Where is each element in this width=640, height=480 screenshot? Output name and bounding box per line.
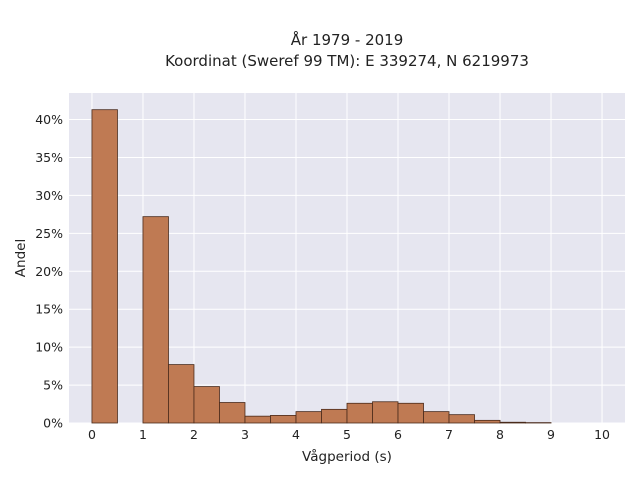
chart-title-line-1: År 1979 - 2019 bbox=[291, 30, 404, 49]
x-tick-label-7: 7 bbox=[445, 427, 453, 442]
histogram-bar-4 bbox=[193, 386, 220, 424]
x-tick-label-5: 5 bbox=[343, 427, 351, 442]
histogram-bar-6 bbox=[244, 415, 271, 424]
y-tick-label-3: 15% bbox=[35, 302, 63, 317]
histogram-bar-7 bbox=[270, 415, 297, 424]
x-tick-label-1: 1 bbox=[139, 427, 147, 442]
y-tick-label-6: 30% bbox=[35, 188, 63, 203]
histogram-bars bbox=[91, 109, 552, 424]
x-tick-label-0: 0 bbox=[88, 427, 96, 442]
histogram-bar-13 bbox=[423, 411, 450, 424]
histogram-bar-16 bbox=[499, 421, 526, 424]
y-tick-label-4: 20% bbox=[35, 264, 63, 279]
y-tick-label-7: 35% bbox=[35, 150, 63, 165]
histogram-bar-15 bbox=[474, 419, 501, 424]
x-tick-label-3: 3 bbox=[241, 427, 249, 442]
x-tick-label-9: 9 bbox=[547, 427, 555, 442]
histogram-bar-2 bbox=[142, 216, 169, 424]
y-tick-label-2: 10% bbox=[35, 340, 63, 355]
histogram-bar-11 bbox=[372, 401, 399, 424]
chart-title-line-2: Koordinat (Sweref 99 TM): E 339274, N 62… bbox=[165, 52, 529, 70]
grid-lines bbox=[69, 93, 625, 424]
histogram-bar-14 bbox=[448, 414, 475, 424]
x-tick-label-10: 10 bbox=[594, 427, 610, 442]
histogram-bar-8 bbox=[295, 411, 322, 424]
y-axis-label: Andel bbox=[13, 239, 29, 277]
y-tick-label-1: 5% bbox=[43, 378, 63, 393]
x-tick-label-2: 2 bbox=[190, 427, 198, 442]
histogram-bar-9 bbox=[321, 408, 348, 424]
x-axis-label: Vågperiod (s) bbox=[302, 448, 392, 465]
y-tick-label-8: 40% bbox=[35, 112, 63, 127]
x-tick-label-6: 6 bbox=[394, 427, 402, 442]
histogram-bar-0 bbox=[91, 109, 118, 424]
y-tick-label-0: 0% bbox=[43, 416, 63, 431]
y-axis-ticks: 0% 5% 10% 15% 20% 25% 30% 35% 40% bbox=[35, 112, 63, 430]
y-tick-label-5: 25% bbox=[35, 226, 63, 241]
x-tick-label-4: 4 bbox=[292, 427, 300, 442]
histogram-bar-10 bbox=[346, 402, 373, 424]
x-axis-ticks: 0 1 2 3 4 5 6 7 8 9 10 bbox=[88, 427, 610, 442]
histogram-bar-3 bbox=[168, 364, 195, 424]
histogram-bar-12 bbox=[397, 402, 424, 424]
x-tick-label-8: 8 bbox=[496, 427, 504, 442]
histogram-bar-5 bbox=[219, 402, 246, 424]
